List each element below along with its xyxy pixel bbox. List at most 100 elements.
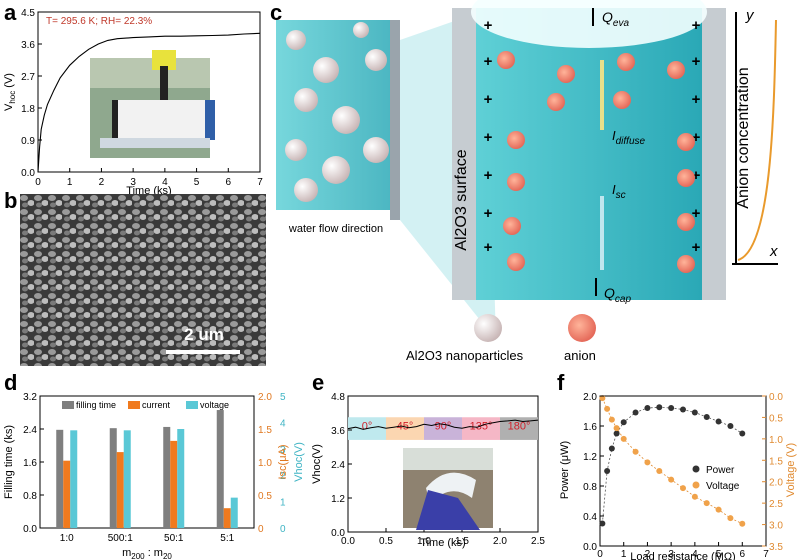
bar-current [116, 452, 124, 528]
i-diffuse-label: Idiffuse [612, 128, 646, 147]
voltage-point [644, 459, 651, 466]
panel-a-frame [37, 11, 261, 173]
anion-particle [557, 65, 575, 83]
panel-f-xlabel: Load resistance (MΩ) [630, 551, 735, 560]
panel-d-ytick-label: 0.0 [23, 524, 37, 535]
panel-f-ytick-label: 0.4 [583, 512, 597, 523]
bar-filling-time [109, 428, 117, 528]
voltage-point [691, 493, 698, 500]
panel-e-xtick-label: 1.5 [455, 536, 469, 547]
power-point [680, 406, 686, 413]
nanoparticle [322, 156, 350, 184]
angle-band-label: 45° [397, 420, 414, 432]
power-point [620, 419, 627, 426]
panel-d-chart: 0.0 0.8 1.6 2.4 3.2 0 0.5 1.0 1.5 2.0 0 1 2 3 4 5 1:0 50… [3, 392, 305, 560]
panel-d-xtick-label: 50:1 [164, 533, 184, 544]
q-eva-label: Qeva [602, 9, 629, 29]
panel-a-xtick-label: 5 [194, 177, 200, 188]
voltage-point [613, 425, 620, 432]
panel-label-c: c [270, 0, 283, 25]
power-point [608, 445, 615, 452]
q-cap-label: Qcap [604, 285, 631, 305]
panel-d-y2tick-label: 1.5 [258, 425, 272, 436]
water-flow-label: water flow direction [288, 223, 383, 235]
panel-e-ytick-label: 2.4 [331, 460, 345, 471]
voltage-point [608, 416, 615, 423]
plus-charge: + [484, 53, 493, 70]
panel-a-ylabel: Vhoc (V) [3, 73, 17, 111]
panel-e-ytick-label: 4.8 [331, 392, 345, 403]
panel-d-y3tick-label: 4 [280, 418, 286, 429]
panel-d-ytick-label: 2.4 [23, 425, 37, 436]
panel-label-b: b [4, 188, 18, 213]
panel-f-frame [599, 395, 767, 547]
power-point [727, 423, 734, 429]
legend-filling-time-label: filling time [76, 400, 116, 410]
panel-a-photo-inset [90, 50, 215, 158]
plus-charge: + [484, 167, 493, 184]
anion-particle [497, 51, 515, 69]
angle-band [386, 417, 424, 440]
panel-e-ytick-label: 3.6 [331, 426, 345, 437]
axis-y-label: y [745, 7, 755, 24]
panel-a-chart: T= 295.6 K; RH= 22.3% 0.0 0.9 1.8 2.7 3.6 4.5… [3, 8, 263, 197]
panel-a-annotation: T= 295.6 K; RH= 22.3% [46, 16, 152, 27]
plus-charge: + [484, 17, 493, 34]
plus-charge: + [692, 205, 701, 222]
panel-label-f: f [557, 370, 565, 395]
panel-d-ytick-label: 0.8 [23, 491, 37, 502]
panel-d-y2tick-label: 2.0 [258, 392, 272, 403]
panel-a-ytick-label: 1.8 [21, 104, 35, 115]
panel-f-y2tick-label: 1.5 [769, 456, 783, 467]
panel-f-y2tick-label: 0.0 [769, 392, 783, 403]
panel-d-y2tick-label: 1.0 [258, 458, 272, 469]
panel-d-xtick-label: 500:1 [108, 533, 133, 544]
panel-e-xtick-label: 2.5 [531, 536, 545, 547]
panel-a-ytick-label: 4.5 [21, 8, 35, 19]
panel-d-y2label: Isc(μA) [277, 444, 289, 479]
panel-f-y2tick-label: 2.0 [769, 478, 783, 489]
voltage-point [739, 520, 746, 527]
plus-charge: + [692, 129, 701, 146]
anion-particle [667, 61, 685, 79]
panel-d-y2tick-label: 0 [258, 524, 264, 535]
panel-a-ytick-label: 0.9 [21, 136, 35, 147]
bar-current [223, 508, 231, 528]
panel-f-xtick-label: 7 [763, 549, 769, 560]
panel-f-ylabel: Power (μW) [559, 441, 571, 499]
panel-f-xtick-label: 6 [740, 549, 746, 560]
bar-filling-time [216, 410, 224, 528]
panel-e-xtick-label: 0.0 [341, 536, 355, 547]
panel-a-ytick-label: 0.0 [21, 168, 35, 179]
bar-voltage [123, 430, 131, 528]
plus-charge: + [692, 17, 701, 34]
power-point [604, 468, 611, 474]
glove-icon [416, 490, 480, 530]
panel-d-y2tick-label: 0.5 [258, 491, 272, 502]
panel-label-e: e [312, 370, 325, 395]
panel-f-ytick-label: 0.0 [583, 542, 597, 553]
panel-b-sem-image: 2 um [20, 194, 266, 366]
anion-particle [677, 255, 695, 273]
panel-d-ytick-label: 1.6 [23, 458, 37, 469]
voltage-point [620, 435, 627, 442]
panel-a-xtick-label: 3 [130, 177, 136, 188]
voltage-point [656, 468, 663, 474]
panel-e-chart: 0° 45° 90° 135° 180° 0.01.22.43.64.80.0 0.5 1.… [311, 392, 545, 549]
panel-label-d: d [4, 370, 18, 395]
bar-current [63, 460, 71, 528]
anion-particle [503, 217, 521, 235]
panel-e-ytick-label: 0.0 [331, 528, 345, 539]
anion-axis-label: Anion concentration [735, 67, 752, 208]
panel-f-xtick-label: 0 [597, 549, 603, 560]
plus-charge: + [692, 91, 701, 108]
angle-band [500, 417, 538, 440]
surface-label: Al2O3 surface [453, 149, 470, 250]
bar-filling-time [163, 426, 171, 528]
nanoparticle [286, 30, 306, 50]
plus-charge: + [692, 53, 701, 70]
voltage-point [668, 476, 675, 483]
panel-e-xtick-label: 0.5 [379, 536, 393, 547]
power-point [703, 414, 710, 420]
legend-np-icon [474, 314, 502, 342]
